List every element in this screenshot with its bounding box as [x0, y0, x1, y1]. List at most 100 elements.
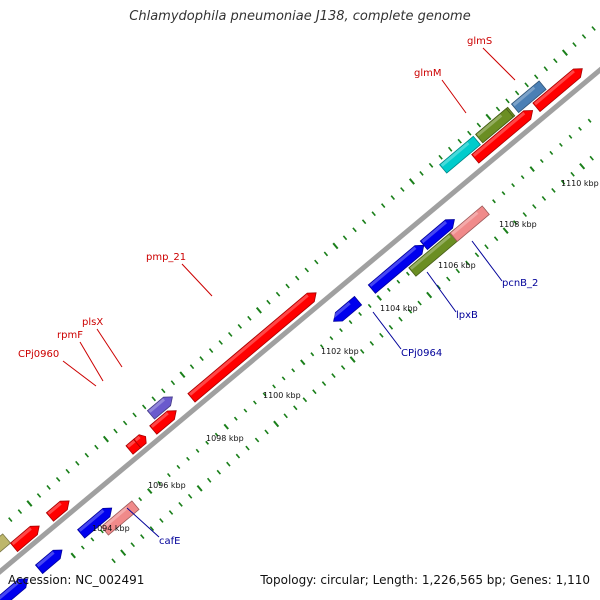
gene-label-blue[interactable]: lpxB — [456, 310, 478, 321]
backbone-line — [0, 66, 600, 575]
tick-mark — [122, 420, 128, 426]
gene-blue[interactable] — [0, 578, 29, 600]
tick-mark — [314, 259, 319, 265]
gene-blue[interactable] — [34, 549, 63, 575]
tick-mark — [294, 275, 300, 281]
gene-label-red[interactable]: glmS — [467, 36, 492, 47]
gene-red-small-highlight — [11, 527, 32, 546]
tick-mark — [587, 118, 592, 123]
tick-mark — [396, 279, 401, 284]
gene-label-red[interactable]: glmM — [414, 68, 442, 79]
gene-label-blue[interactable]: pcnB_2 — [502, 278, 538, 289]
gene-blue[interactable] — [367, 244, 425, 294]
gene-steel[interactable] — [510, 80, 547, 114]
tick-mark — [438, 154, 443, 160]
gene-blue[interactable] — [419, 219, 455, 251]
tick-mark — [255, 306, 262, 314]
tick-mark — [272, 384, 276, 389]
tick-mark — [578, 126, 582, 131]
tick-mark — [70, 552, 76, 559]
gene-pcnB_2[interactable] — [449, 205, 490, 242]
gene-red-large[interactable] — [532, 68, 583, 113]
gene-cyan-highlight — [440, 141, 470, 167]
gene-red-small[interactable] — [133, 434, 147, 449]
tick-mark — [283, 413, 288, 419]
gene-glmM-highlight — [472, 111, 526, 157]
gene-label-blue[interactable]: cafE — [159, 536, 180, 547]
gene-label-red[interactable]: plsX — [82, 317, 103, 328]
genome-backbone — [0, 66, 600, 575]
tick-mark — [168, 510, 174, 515]
label-callout-line — [62, 360, 97, 387]
label-callout-line — [372, 311, 402, 350]
kbp-label: 1102 kbp — [321, 347, 359, 356]
label-callout-line — [426, 271, 457, 313]
tick-mark — [405, 271, 410, 276]
accession-label: Accession: NC_002491 — [8, 573, 145, 587]
gene-label-red[interactable]: pmp_21 — [146, 252, 186, 263]
tick-mark — [390, 195, 396, 201]
tick-mark — [237, 323, 243, 329]
tick-mark — [589, 155, 594, 161]
tick-mark — [233, 416, 238, 421]
tick-mark — [75, 460, 80, 466]
tick-mark — [436, 284, 441, 290]
gene-pmp_21[interactable] — [187, 292, 317, 403]
tick-mark — [176, 464, 181, 470]
tick-mark — [522, 212, 528, 218]
tick-mark — [349, 356, 356, 363]
tick-mark — [348, 319, 353, 325]
tick-mark — [386, 287, 391, 292]
gene-cafE[interactable] — [100, 500, 140, 536]
tick-mark — [157, 480, 162, 486]
gene-glmM[interactable] — [471, 110, 534, 164]
gene-blue-highlight — [78, 509, 105, 532]
tick-mark — [465, 260, 470, 266]
tick-mark — [291, 368, 296, 373]
tick-mark — [36, 493, 42, 498]
gene-label-blue[interactable]: CPj0964 — [401, 348, 442, 359]
gene-red-small-highlight — [134, 435, 141, 442]
gene-label-red[interactable]: CPj0960 — [18, 349, 59, 360]
gene-CPj0964[interactable] — [333, 295, 363, 322]
tick-mark — [591, 26, 596, 31]
gene-label-red[interactable]: rpmF — [57, 330, 83, 341]
tick-mark — [400, 187, 405, 192]
tick-mark — [568, 134, 573, 139]
tick-mark — [329, 336, 334, 341]
tick-mark — [273, 420, 280, 428]
tick-mark — [549, 150, 554, 156]
tick-mark — [132, 412, 137, 418]
tick-mark — [331, 373, 336, 379]
kbp-label: 1108 kbp — [499, 220, 537, 229]
tick-mark — [321, 381, 327, 387]
kbp-label: 1104 kbp — [380, 304, 418, 313]
tick-mark — [227, 331, 233, 337]
gene-pcnB_2-highlight — [451, 211, 479, 235]
tick-mark — [524, 82, 529, 88]
label-callout-line — [482, 47, 516, 81]
tick-mark — [187, 493, 193, 499]
tick-mark — [419, 170, 424, 176]
gene-blue[interactable] — [77, 507, 113, 539]
gene-red-small[interactable] — [9, 525, 40, 553]
gene-red-small[interactable] — [45, 500, 70, 522]
tick-mark — [161, 388, 166, 394]
tick-mark — [493, 236, 499, 242]
tick-mark — [235, 453, 241, 459]
label-callout-line — [126, 507, 160, 538]
tick-mark — [208, 348, 214, 354]
tick-mark — [199, 356, 204, 362]
gene-red-small[interactable] — [149, 410, 177, 435]
tick-mark — [205, 440, 210, 445]
gene-features — [0, 68, 583, 600]
tick-mark — [226, 461, 231, 467]
tick-mark — [408, 178, 415, 185]
tick-mark — [300, 359, 306, 366]
tick-mark — [262, 392, 267, 397]
gene-plsX[interactable] — [146, 396, 173, 420]
gene-glmS[interactable] — [475, 108, 514, 144]
tick-mark — [216, 469, 222, 475]
gene-cyan[interactable] — [439, 135, 481, 174]
